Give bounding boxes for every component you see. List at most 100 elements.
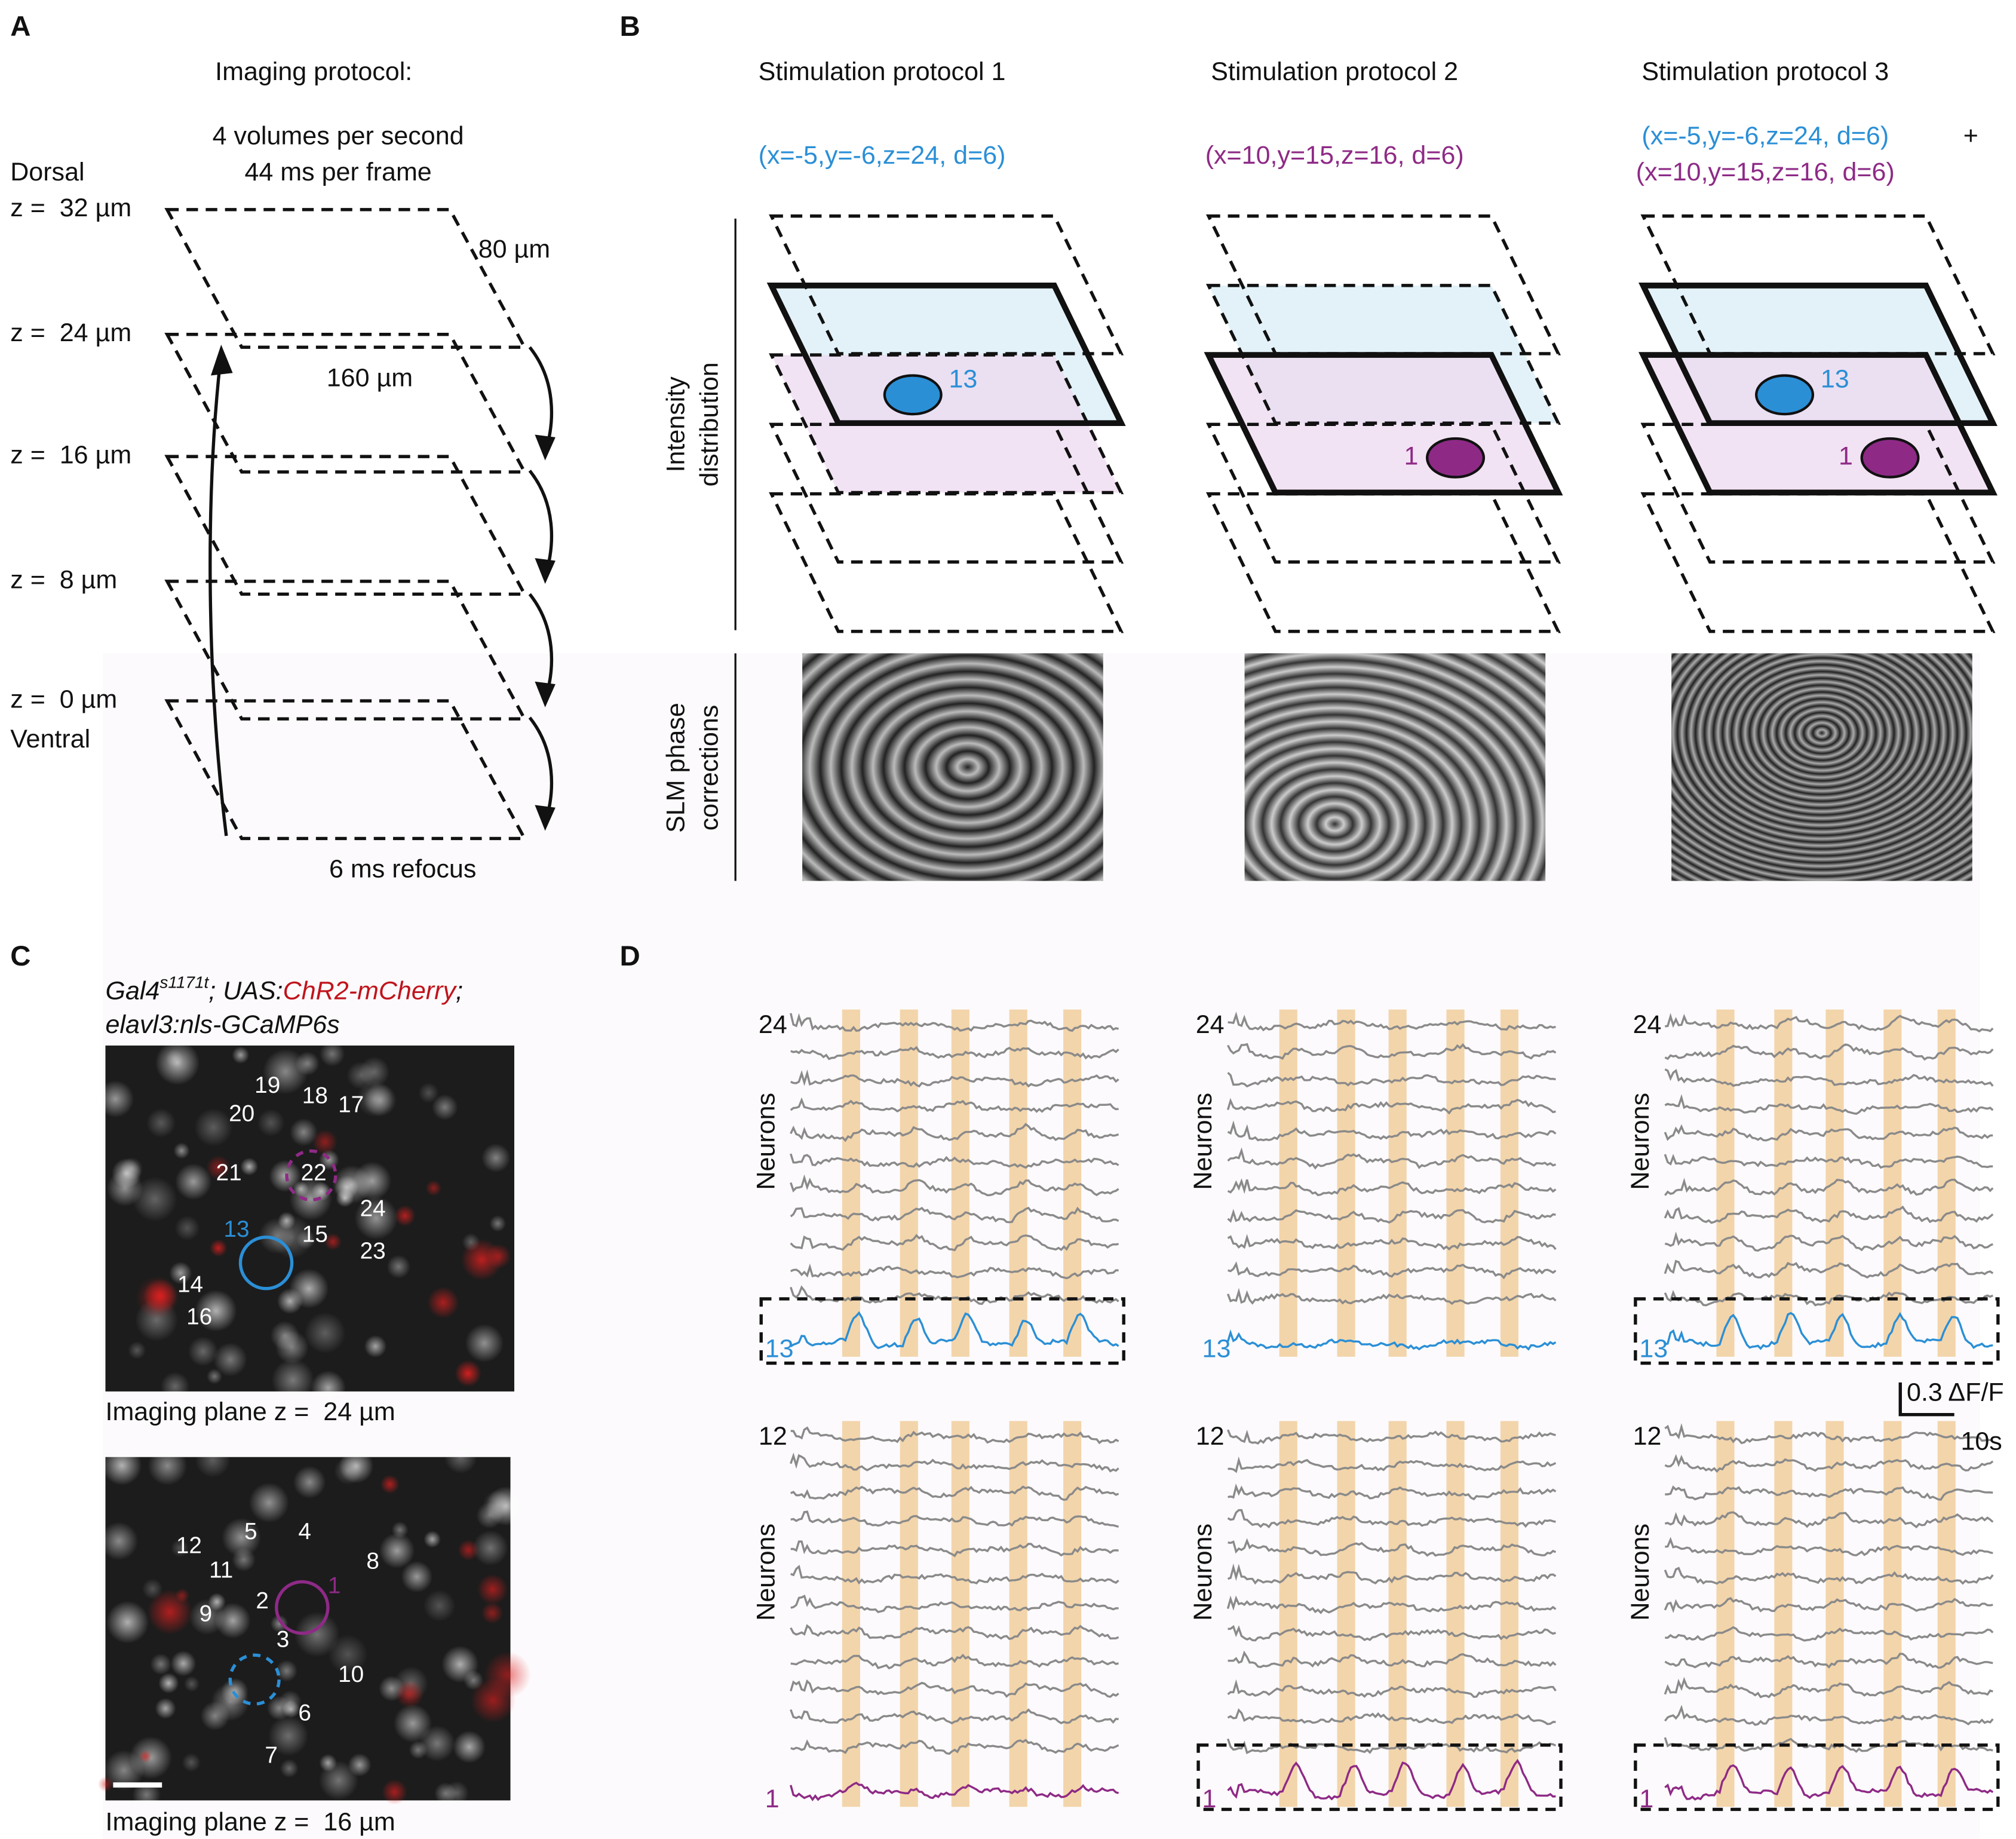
cell-blob — [481, 1143, 511, 1173]
trace — [1664, 1737, 1993, 1753]
cell-blob — [318, 1760, 358, 1800]
arrow-head — [535, 681, 556, 707]
red-blob — [395, 1679, 424, 1708]
stim-plane — [1640, 492, 1996, 633]
genotype-part: Gal4 — [105, 977, 159, 1006]
cell-blob — [453, 1730, 486, 1764]
red-blob — [484, 1651, 531, 1699]
cell-blob — [444, 1440, 477, 1474]
trace — [790, 1123, 1119, 1142]
cell-blob — [289, 1268, 329, 1309]
cell-number: 13 — [223, 1216, 249, 1242]
spot-label: 13 — [949, 365, 977, 394]
trace — [1227, 1209, 1556, 1224]
row-label: distribution — [695, 362, 724, 486]
cell-number: 15 — [302, 1222, 328, 1248]
cell-blob — [174, 1215, 200, 1241]
target-plane — [766, 283, 1126, 427]
stim-bar — [1825, 1421, 1844, 1807]
trace — [1227, 1679, 1557, 1698]
cell-number: 8 — [366, 1548, 379, 1574]
plane-label: z = 24 µm — [10, 318, 131, 347]
cell-number: 6 — [298, 1700, 311, 1725]
cell-blob — [357, 1080, 393, 1117]
target-coords: (x=10,y=15,z=16, d=6) — [1636, 158, 1895, 186]
cell-blob — [304, 1312, 346, 1354]
stim-bar — [1883, 1421, 1902, 1807]
cell-number: 23 — [360, 1239, 386, 1264]
genotype-part: ; UAS: — [208, 977, 283, 1006]
trace — [790, 1285, 1119, 1305]
trace — [790, 1782, 1119, 1801]
target-coords: (x=-5,y=-6,z=24, d=6) — [1641, 122, 1889, 151]
cell-blob — [158, 1673, 179, 1694]
trace — [1664, 1454, 1994, 1473]
trace — [1665, 1013, 1994, 1033]
cell-blob — [99, 1522, 139, 1561]
cell-blob — [195, 1442, 231, 1478]
imaging-plane — [164, 455, 527, 596]
cell-blob — [257, 1109, 285, 1137]
stim-bar — [1446, 1421, 1465, 1807]
stim-bar — [1009, 1421, 1027, 1807]
trace — [1226, 1329, 1557, 1351]
trace — [790, 1174, 1119, 1197]
trace — [1664, 1597, 1993, 1613]
cell-blob — [423, 1589, 456, 1622]
other-target-ring — [285, 1149, 337, 1202]
trace — [790, 1234, 1119, 1252]
axis-label: Neurons — [1626, 1524, 1655, 1621]
row-label: corrections — [695, 705, 724, 830]
trace — [1664, 1178, 1994, 1196]
red-blob — [312, 1129, 338, 1155]
axis-label: Neurons — [1189, 1524, 1217, 1621]
red-blob — [209, 1239, 228, 1257]
cell-blob — [311, 1370, 346, 1406]
cell-blob — [418, 1082, 439, 1104]
trace-count: 24 — [759, 1010, 787, 1039]
trace — [1664, 1124, 1993, 1142]
stim-plane — [1205, 284, 1561, 425]
cell-blob — [293, 1466, 326, 1499]
cell-number: 17 — [338, 1092, 364, 1117]
dorsal-label: Dorsal — [10, 158, 84, 186]
cell-number: 21 — [216, 1160, 242, 1185]
cell-blob — [213, 1343, 247, 1377]
red-blob — [458, 1539, 479, 1561]
image-caption: Imaging plane z = 24 µm — [105, 1397, 395, 1426]
stim-plane — [769, 353, 1124, 495]
trace — [790, 1485, 1119, 1501]
cell-number: 10 — [338, 1662, 364, 1687]
cell-blob — [294, 1611, 340, 1657]
imaging-plane — [164, 332, 527, 474]
cell-number: 7 — [265, 1742, 278, 1768]
target-trace-label: 1 — [1202, 1785, 1217, 1813]
cell-blob — [111, 1158, 142, 1188]
refocus-label: 6 ms refocus — [329, 855, 476, 884]
cell-blob — [364, 1335, 387, 1358]
trace — [1228, 1650, 1557, 1669]
axis-label: Neurons — [751, 1093, 780, 1190]
cell-blob — [434, 1782, 457, 1805]
cell-blob — [160, 1372, 190, 1402]
trace — [790, 1739, 1119, 1755]
cell-blob — [240, 1157, 259, 1176]
cell-blob — [169, 1261, 192, 1285]
cell-blob — [200, 1701, 230, 1731]
slm-image — [802, 653, 1103, 881]
trace — [1664, 1705, 1994, 1726]
protocol-title: Stimulation protocol 1 — [759, 57, 1006, 86]
cell-number: 4 — [298, 1519, 311, 1544]
trace — [1664, 1764, 1994, 1801]
cell-number: 11 — [209, 1558, 233, 1583]
trace — [1664, 1423, 1993, 1445]
width-label: 80 µm — [478, 235, 550, 263]
panel-label: C — [10, 940, 30, 972]
cell-blob — [248, 1482, 290, 1523]
imaging-plane — [164, 580, 527, 721]
panel-label: A — [10, 11, 30, 42]
cell-blob — [270, 1614, 289, 1633]
cell-number: 19 — [254, 1072, 280, 1098]
trace — [790, 1653, 1119, 1670]
cell-blob — [132, 1780, 161, 1809]
